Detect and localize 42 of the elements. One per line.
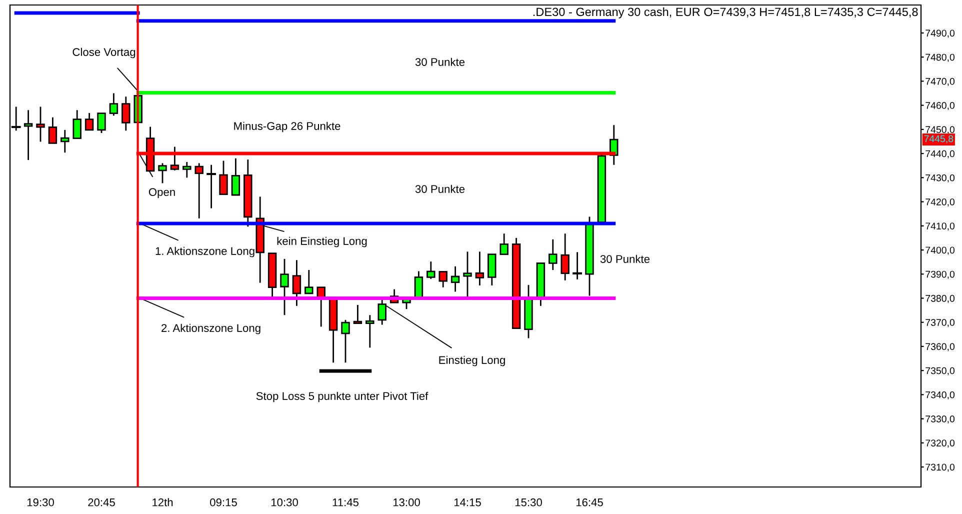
y-tick-label: 7350,0 [926, 367, 955, 376]
y-tick-label: 7420,0 [926, 198, 955, 207]
x-tick-label: 14:15 [454, 498, 481, 506]
y-tick-label: 7410,0 [926, 222, 955, 231]
annotation: 30 Punkte [415, 58, 465, 66]
x-tick-label: 09:15 [210, 498, 237, 506]
annotation: Einstieg Long [439, 356, 505, 366]
y-tick-label: 7460,0 [926, 102, 955, 110]
x-tick-label: 19:30 [27, 498, 54, 506]
y-tick-label: 7370,0 [926, 319, 955, 328]
x-tick-label: 11:45 [332, 498, 359, 506]
y-tick-label: 7380,0 [926, 294, 955, 303]
annotation: Minus-Gap 26 Punkte [234, 122, 340, 132]
y-tick-label: 7440,0 [926, 150, 955, 158]
y-tick-label: 7310,0 [926, 464, 955, 472]
y-tick-label: 7430,0 [926, 174, 955, 182]
y-tick-label: 7320,0 [926, 440, 955, 448]
y-tick-label: 7480,0 [926, 54, 955, 62]
x-tick-label: 16:45 [576, 498, 603, 506]
annotation: Open [148, 188, 175, 198]
x-tick-label: 15:30 [515, 498, 542, 506]
annotation: 2. Aktionszone Long [162, 324, 260, 334]
annotation: kein Einstieg Long [277, 236, 367, 248]
annotation: 30 Punkte [415, 184, 465, 193]
annotation: Stop Loss 5 punkte unter Pivot Tief [256, 392, 428, 402]
y-tick-label: 7330,0 [926, 415, 955, 424]
annotation: 1. Aktionszone Long [156, 246, 254, 258]
x-tick-label: 12th [152, 498, 173, 506]
x-tick-label: 20:45 [88, 498, 115, 506]
y-tick-label: 7400,0 [926, 246, 955, 255]
y-tick-label: 7340,0 [926, 391, 955, 400]
y-tick-label: 7450,0 [926, 126, 955, 134]
x-tick-label: 10:30 [271, 498, 298, 506]
text: .DE30 - Germany 30 cash, EUR O=7439,3 H=7451,8 L=7435,3 C=7445,8 [533, 7, 918, 18]
x-tick-label: 13:00 [393, 498, 420, 506]
y-tick-label: 7490,0 [926, 30, 955, 38]
y-tick-label: 7470,0 [926, 78, 955, 86]
y-tick-label: 7390,0 [926, 270, 955, 279]
annotation: Close Vortag [72, 48, 136, 58]
annotation: 30 Punkte [600, 254, 650, 263]
text: 7445,8 [924, 135, 954, 144]
y-tick-label: 7360,0 [926, 343, 955, 352]
